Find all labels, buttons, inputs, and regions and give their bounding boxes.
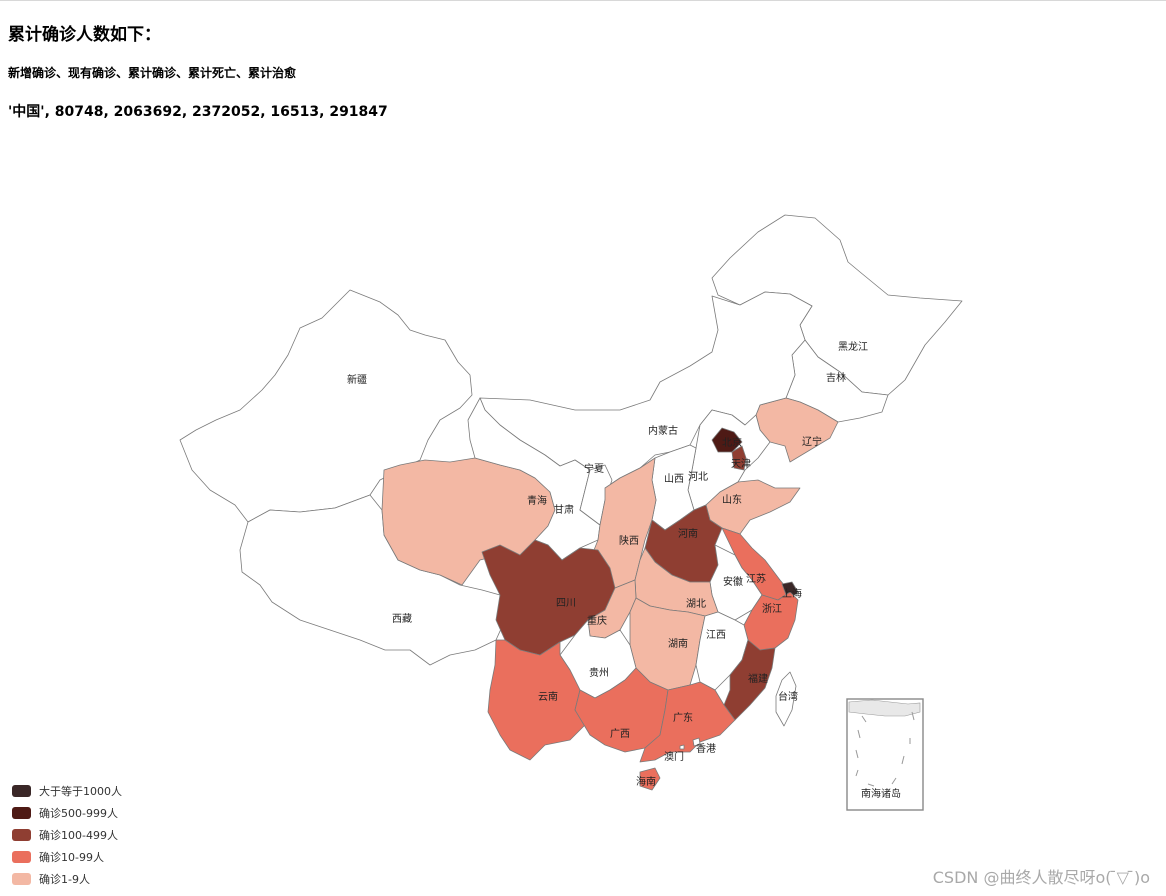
legend-item[interactable]: 大于等于1000人 — [12, 780, 122, 802]
label-tianjin: 天津 — [731, 458, 751, 470]
label-guizhou: 贵州 — [589, 666, 609, 679]
label-beijing: 北京 — [722, 436, 742, 449]
label-xianggang: 香港 — [696, 743, 716, 755]
legend-item[interactable]: 确诊500-999人 — [12, 802, 122, 824]
province-aomen[interactable] — [679, 744, 685, 750]
label-shanghai: 上海 — [782, 587, 802, 600]
label-hunan: 湖南 — [668, 637, 688, 650]
label-fujian: 福建 — [748, 672, 768, 685]
label-heilongjiang: 黑龙江 — [838, 340, 868, 353]
legend-swatch — [12, 785, 31, 797]
label-liaoning: 辽宁 — [802, 435, 822, 448]
label-guangdong: 广东 — [673, 711, 693, 724]
label-henan: 河南 — [678, 527, 698, 540]
province-guangdong[interactable] — [639, 681, 736, 763]
legend-swatch — [12, 851, 31, 863]
label-neimenggu: 内蒙古 — [648, 424, 678, 437]
label-qinghai: 青海 — [527, 494, 547, 507]
legend-item[interactable]: 确诊10-99人 — [12, 846, 122, 868]
legend-label: 确诊100-499人 — [39, 829, 118, 842]
inset-label: 南海诸岛 — [861, 787, 901, 800]
legend-swatch — [12, 829, 31, 841]
label-yunnan: 云南 — [538, 690, 558, 703]
label-jiangsu: 江苏 — [746, 572, 766, 585]
label-ningxia: 宁夏 — [584, 462, 604, 475]
label-xizang: 西藏 — [392, 613, 412, 625]
province-beijing[interactable] — [711, 427, 743, 453]
legend-item[interactable]: 确诊1-9人 — [12, 868, 122, 890]
province-fujian[interactable] — [723, 639, 776, 721]
label-shaanxi: 陕西 — [619, 534, 639, 547]
label-guangxi: 广西 — [610, 728, 630, 740]
label-jilin: 吉林 — [826, 371, 846, 384]
label-taiwan: 台湾 — [778, 690, 798, 703]
legend-label: 确诊1-9人 — [39, 873, 90, 886]
legend-label: 确诊10-99人 — [39, 851, 104, 864]
label-sichuan: 四川 — [556, 598, 576, 609]
legend-item[interactable]: 确诊100-499人 — [12, 824, 122, 846]
column-description: 新增确诊、现有确诊、累计确诊、累计死亡、累计治愈 — [8, 66, 297, 80]
top-divider — [0, 0, 1166, 1]
label-zhejiang: 浙江 — [762, 603, 782, 615]
legend-swatch — [12, 873, 31, 885]
label-gansu: 甘肃 — [554, 503, 574, 516]
province-anhui[interactable] — [709, 544, 763, 621]
watermark: CSDN @曲终人散尽呀o( ̄▽ ̄)o — [932, 868, 1150, 887]
legend-label: 确诊500-999人 — [39, 807, 118, 820]
label-jiangxi: 江西 — [706, 629, 726, 641]
province-hainan[interactable] — [639, 767, 661, 791]
page-heading: 累计确诊人数如下： — [8, 25, 161, 45]
label-anhui: 安徽 — [723, 575, 743, 588]
label-hubei: 湖北 — [686, 598, 706, 610]
province-tianjin[interactable] — [731, 445, 747, 471]
province-xianggang[interactable] — [692, 737, 701, 747]
label-xinjiang: 新疆 — [347, 373, 367, 386]
summary-values: '中国', 80748, 2063692, 2372052, 16513, 29… — [8, 104, 388, 120]
south-china-sea-inset: 南海诸岛 — [846, 698, 924, 811]
map-legend: 大于等于1000人 确诊500-999人 确诊100-499人 确诊10-99人… — [12, 780, 122, 890]
label-shandong: 山东 — [722, 493, 742, 506]
label-chongqing: 重庆 — [587, 614, 607, 627]
label-shanxi: 山西 — [664, 473, 684, 485]
legend-swatch — [12, 807, 31, 819]
label-aomen: 澳门 — [664, 750, 684, 763]
legend-label: 大于等于1000人 — [39, 785, 122, 798]
province-taiwan[interactable] — [775, 671, 797, 727]
label-hainan: 海南 — [636, 775, 656, 788]
label-hebei: 河北 — [688, 471, 708, 483]
